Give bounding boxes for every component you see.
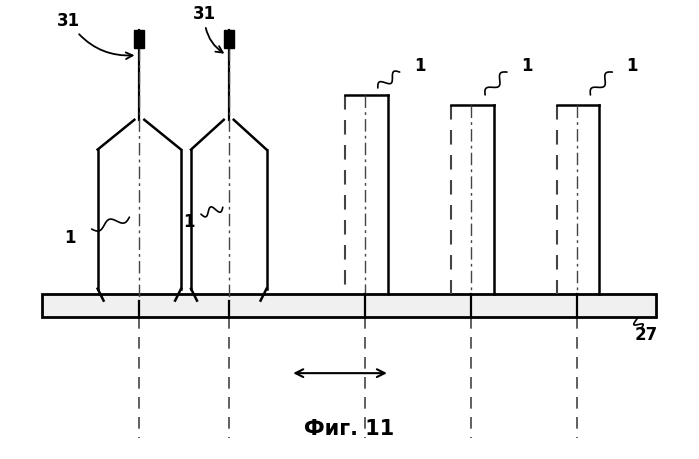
Text: 1: 1 [626,57,638,75]
Text: 1: 1 [183,213,195,230]
Text: 31: 31 [57,12,133,60]
Text: Фиг. 11: Фиг. 11 [304,418,394,438]
Text: 1: 1 [414,57,425,75]
Text: 27: 27 [635,326,658,344]
Bar [42,294,656,317]
Text: 31: 31 [193,6,223,53]
Text: 1: 1 [64,229,75,246]
Bar [224,31,233,49]
Bar [134,31,144,49]
Text: 1: 1 [521,57,533,75]
